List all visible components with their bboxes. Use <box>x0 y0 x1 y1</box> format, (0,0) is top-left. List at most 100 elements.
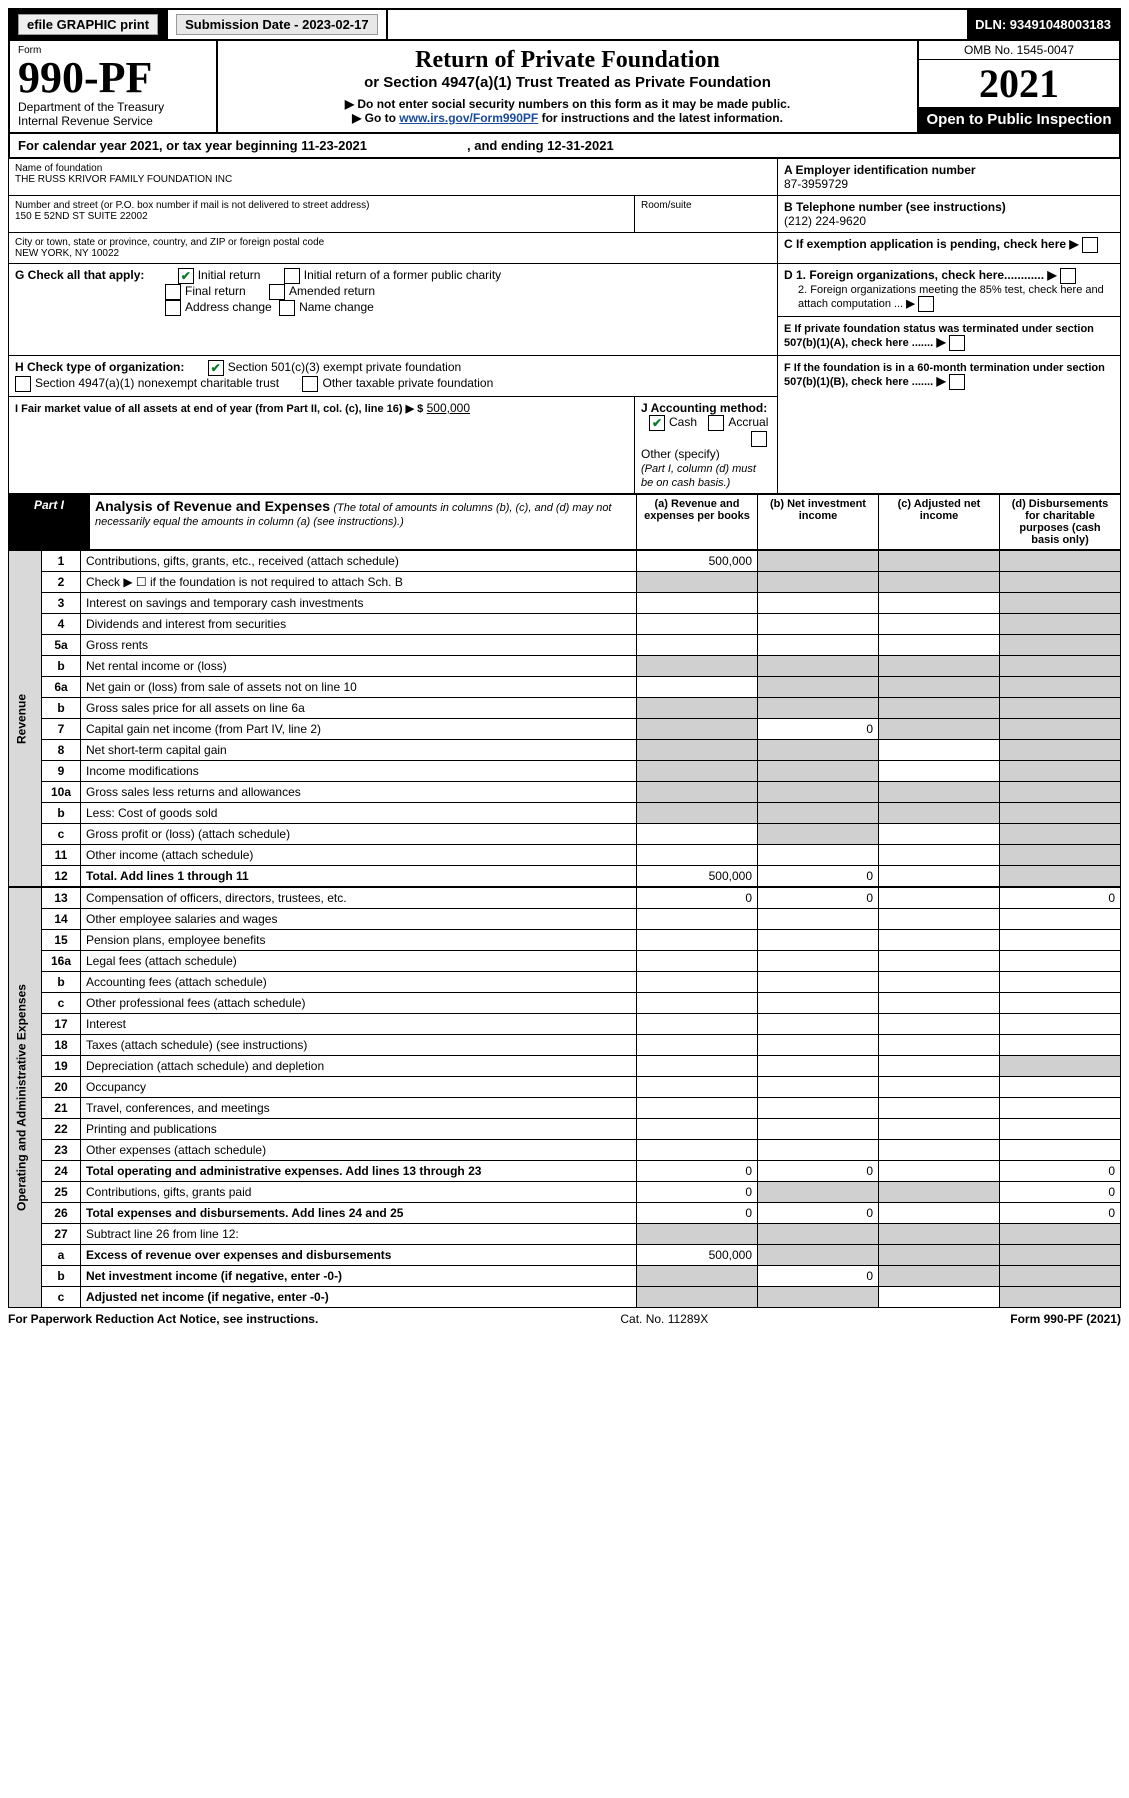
row-label: Less: Cost of goods sold <box>81 803 637 824</box>
col-b <box>758 1119 879 1140</box>
h-check-1[interactable] <box>15 376 31 392</box>
e-checkbox[interactable] <box>949 335 965 351</box>
table-row: 21Travel, conferences, and meetings <box>9 1098 1121 1119</box>
col-d-hdr: (d) Disbursements for charitable purpose… <box>1000 495 1121 550</box>
g-check-2[interactable] <box>165 284 181 300</box>
j-lbl: J Accounting method: <box>641 401 767 415</box>
table-row: 14Other employee salaries and wages <box>9 909 1121 930</box>
col-d <box>1000 656 1121 677</box>
row-label: Net gain or (loss) from sale of assets n… <box>81 677 637 698</box>
j-check-2[interactable] <box>751 431 767 447</box>
row-number: 5a <box>42 635 81 656</box>
row-number: 12 <box>42 866 81 887</box>
table-row: 10aGross sales less returns and allowanc… <box>9 782 1121 803</box>
submission-btn[interactable]: Submission Date - 2023-02-17 <box>176 14 378 35</box>
row-number: 20 <box>42 1077 81 1098</box>
row-number: 26 <box>42 1203 81 1224</box>
sidebar-label: Revenue <box>9 551 42 887</box>
info-table: Name of foundation THE RUSS KRIVOR FAMIL… <box>8 158 1121 494</box>
row-number: a <box>42 1245 81 1266</box>
row-label: Check ▶ ☐ if the foundation is not requi… <box>81 572 637 593</box>
col-d <box>1000 1140 1121 1161</box>
d1-checkbox[interactable] <box>1060 268 1076 284</box>
omb: OMB No. 1545-0047 <box>919 41 1119 60</box>
d2-checkbox[interactable] <box>918 296 934 312</box>
row-number: 10a <box>42 782 81 803</box>
table-row: 2Check ▶ ☐ if the foundation is not requ… <box>9 572 1121 593</box>
table-row: cGross profit or (loss) (attach schedule… <box>9 824 1121 845</box>
addr-lbl: Number and street (or P.O. box number if… <box>15 200 628 211</box>
row-number: 27 <box>42 1224 81 1245</box>
i-lbl: I Fair market value of all assets at end… <box>15 403 423 415</box>
table-row: 22Printing and publications <box>9 1119 1121 1140</box>
col-a: 0 <box>637 1161 758 1182</box>
col-c <box>879 1161 1000 1182</box>
revenue-table: Revenue1Contributions, gifts, grants, et… <box>8 550 1121 887</box>
row-label: Interest on savings and temporary cash i… <box>81 593 637 614</box>
header-row: Form 990-PF Department of the Treasury I… <box>8 41 1121 134</box>
j-check-1[interactable] <box>708 415 724 431</box>
g-check-5[interactable] <box>279 300 295 316</box>
instr2-link[interactable]: www.irs.gov/Form990PF <box>399 111 538 125</box>
efile-btn[interactable]: efile GRAPHIC print <box>18 14 158 35</box>
instr2: ▶ Go to www.irs.gov/Form990PF for instru… <box>228 111 907 125</box>
arrow-icon: ▶ <box>937 335 946 349</box>
table-row: 5aGross rents <box>9 635 1121 656</box>
h-opt-2-lbl: Other taxable private foundation <box>322 376 493 390</box>
row-label: Contributions, gifts, grants, etc., rece… <box>81 551 637 572</box>
col-c <box>879 993 1000 1014</box>
col-a <box>637 1077 758 1098</box>
col-c <box>879 761 1000 782</box>
col-d <box>1000 1014 1121 1035</box>
c-checkbox[interactable] <box>1082 237 1098 253</box>
col-b <box>758 845 879 866</box>
table-row: 18Taxes (attach schedule) (see instructi… <box>9 1035 1121 1056</box>
col-c <box>879 593 1000 614</box>
table-row: 11Other income (attach schedule) <box>9 845 1121 866</box>
col-c <box>879 1098 1000 1119</box>
row-label: Gross profit or (loss) (attach schedule) <box>81 824 637 845</box>
col-d <box>1000 930 1121 951</box>
h-opt-1-lbl: Section 4947(a)(1) nonexempt charitable … <box>35 376 279 390</box>
col-d <box>1000 740 1121 761</box>
col-b <box>758 656 879 677</box>
h-check-2[interactable] <box>302 376 318 392</box>
j-opt-2: Other (specify) <box>641 431 771 461</box>
row-number: b <box>42 972 81 993</box>
col-b <box>758 1014 879 1035</box>
table-row: 17Interest <box>9 1014 1121 1035</box>
col-b <box>758 782 879 803</box>
col-a <box>637 677 758 698</box>
g-check-1[interactable] <box>284 268 300 284</box>
g-check-4[interactable] <box>165 300 181 316</box>
h-check-0[interactable]: ✔ <box>208 360 224 376</box>
footer-right: Form 990-PF (2021) <box>1010 1312 1121 1326</box>
col-d <box>1000 1287 1121 1308</box>
row-label: Dividends and interest from securities <box>81 614 637 635</box>
col-d: 0 <box>1000 1203 1121 1224</box>
col-b: 0 <box>758 719 879 740</box>
col-b <box>758 993 879 1014</box>
col-d <box>1000 1119 1121 1140</box>
ein-cell: A Employer identification number 87-3959… <box>778 159 1121 196</box>
row-label: Other employee salaries and wages <box>81 909 637 930</box>
g-check-initial[interactable]: ✔ <box>178 268 194 284</box>
j-opt-1: Accrual <box>708 415 768 429</box>
f-checkbox[interactable] <box>949 374 965 390</box>
col-b <box>758 1287 879 1308</box>
col-a <box>637 782 758 803</box>
row-number: 8 <box>42 740 81 761</box>
col-a <box>637 909 758 930</box>
j-opt-0: ✔Cash <box>649 415 697 429</box>
row-label: Net short-term capital gain <box>81 740 637 761</box>
table-row: Operating and Administrative Expenses13C… <box>9 888 1121 909</box>
j-check-0[interactable]: ✔ <box>649 415 665 431</box>
row-label: Net investment income (if negative, ente… <box>81 1266 637 1287</box>
col-d: 0 <box>1000 1161 1121 1182</box>
col-b <box>758 593 879 614</box>
col-d <box>1000 993 1121 1014</box>
col-d <box>1000 635 1121 656</box>
g-check-3[interactable] <box>269 284 285 300</box>
col-a <box>637 656 758 677</box>
col-d <box>1000 572 1121 593</box>
